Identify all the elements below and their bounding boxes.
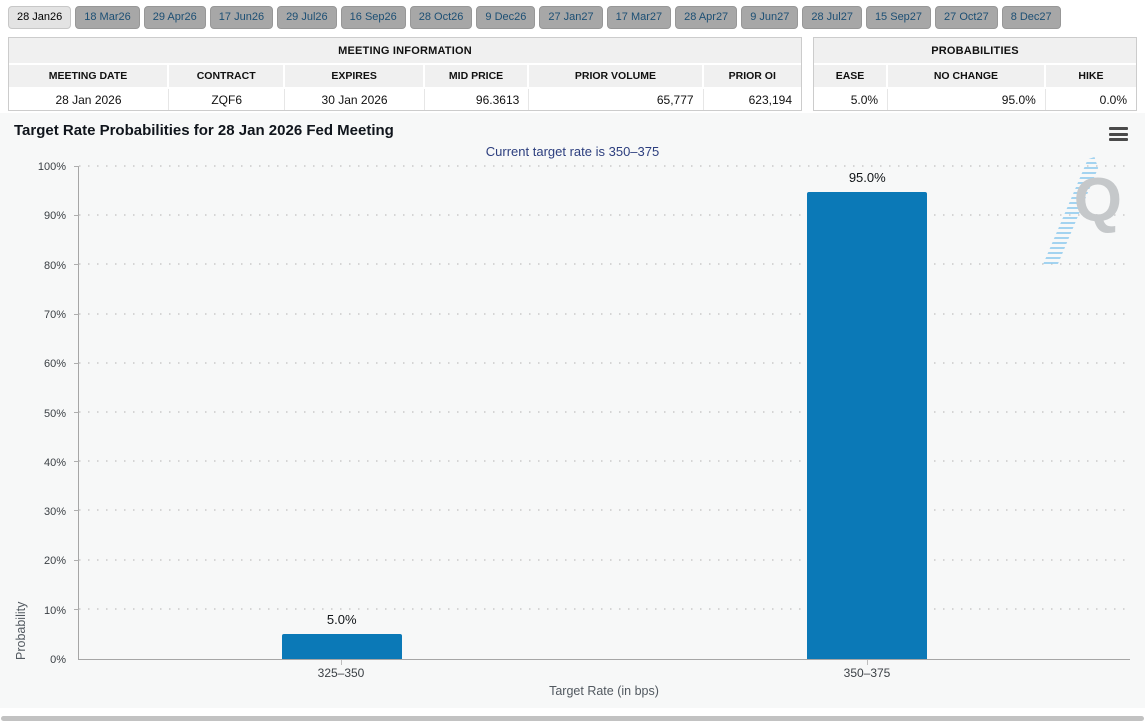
tab-9-dec26[interactable]: 9 Dec26 xyxy=(476,6,536,29)
tab-17-jun26[interactable]: 17 Jun26 xyxy=(209,6,274,29)
y-axis-tick-label: 70% xyxy=(43,308,66,321)
quikstrike-watermark: Q xyxy=(1036,155,1128,267)
watermark-q-logo: Q xyxy=(1073,166,1122,235)
data-cell: 5.0% xyxy=(814,89,889,110)
y-tick-mark xyxy=(74,412,79,413)
y-tick-mark xyxy=(74,166,79,167)
gridline xyxy=(79,411,1130,413)
chart-subtitle: Current target rate is 350–375 xyxy=(485,144,660,159)
y-axis-tick-label: 90% xyxy=(43,210,66,223)
chart-title: Target Rate Probabilities for 28 Jan 202… xyxy=(14,122,394,139)
x-axis-tick-label: 350–375 xyxy=(843,666,891,680)
table-caption: PROBABILITIES xyxy=(814,38,1136,65)
y-axis-tick-label: 20% xyxy=(43,555,66,568)
gridline xyxy=(79,165,1130,167)
gridline xyxy=(79,509,1130,512)
tab-16-sep26[interactable]: 16 Sep26 xyxy=(340,6,406,29)
x-tick-mark xyxy=(867,660,868,665)
tab-27-oct27[interactable]: 27 Oct27 xyxy=(935,6,998,29)
column-header: HIKE xyxy=(1045,65,1136,89)
table-caption: MEETING INFORMATION xyxy=(9,38,801,65)
column-header: PRIOR VOLUME xyxy=(529,65,704,89)
tab-17-mar27[interactable]: 17 Mar27 xyxy=(606,6,672,29)
probability-bar[interactable] xyxy=(807,191,928,659)
y-tick-mark xyxy=(74,559,79,561)
tab-28-jul27[interactable]: 28 Jul27 xyxy=(802,6,862,29)
chart-panel: Target Rate Probabilities for 28 Jan 202… xyxy=(0,113,1145,708)
data-cell: 28 Jan 2026 xyxy=(9,89,169,110)
y-tick-mark xyxy=(74,264,79,266)
gridline xyxy=(79,361,1130,364)
y-axis-tick-label: 100% xyxy=(37,161,66,173)
summary-tables-row: MEETING INFORMATION MEETING DATE CONTRACT E… xyxy=(0,34,1145,111)
y-tick-mark xyxy=(74,215,79,217)
data-cell: 30 Jan 2026 xyxy=(285,89,425,110)
meeting-date-tabbar: 28 Jan26 18 Mar26 29 Apr26 17 Jun26 29 Jul26… xyxy=(0,0,1145,34)
y-tick-mark xyxy=(74,461,79,463)
watermark-stripes-icon xyxy=(1041,157,1099,267)
gridline xyxy=(79,558,1130,561)
tab-28-jan26[interactable]: 28 Jan26 xyxy=(8,6,72,29)
tab-27-jan27[interactable]: 27 Jan27 xyxy=(539,6,603,29)
column-header: CONTRACT xyxy=(168,65,286,89)
data-cell: 623,194 xyxy=(703,89,801,110)
column-header: MID PRICE xyxy=(424,65,530,89)
y-axis-tick-label: 60% xyxy=(43,358,66,371)
tab-15-sep27[interactable]: 15 Sep27 xyxy=(865,6,932,29)
x-axis-ticks: 325–350 350–375 xyxy=(78,660,1130,680)
probability-bar[interactable] xyxy=(281,634,402,659)
gridline xyxy=(79,312,1130,315)
tab-28-oct26[interactable]: 28 Oct26 xyxy=(409,6,473,29)
data-cell: 95.0% xyxy=(888,89,1046,110)
gridline xyxy=(79,607,1130,610)
y-axis-tick-label: 50% xyxy=(43,407,66,420)
y-axis-tick-label: 10% xyxy=(43,604,66,617)
y-axis-labels: 0% 10% 20% 30% 40% 50% 60% 70% 80% 90% 100% xyxy=(0,161,71,666)
y-axis-tick-label: 40% xyxy=(43,456,66,469)
probabilities-table: PROBABILITIES EASE NO CHANGE HIKE 5.0% 95.0% 0… xyxy=(813,37,1137,111)
column-header: NO CHANGE xyxy=(888,65,1046,89)
y-tick-mark xyxy=(74,362,79,364)
x-tick-mark xyxy=(341,660,342,665)
data-cell: 0.0% xyxy=(1045,89,1136,110)
data-cell: 65,777 xyxy=(529,89,704,110)
column-header: MEETING DATE xyxy=(9,65,169,89)
tab-18-mar26[interactable]: 18 Mar26 xyxy=(75,6,140,29)
hamburger-menu-icon[interactable] xyxy=(1109,127,1128,144)
data-cell: 96.3613 xyxy=(424,89,530,110)
gridline xyxy=(79,460,1130,463)
gridline xyxy=(79,263,1130,266)
bottom-divider xyxy=(1,716,1144,721)
y-axis-tick-label: 0% xyxy=(50,654,66,666)
gridline xyxy=(79,214,1130,217)
data-cell: ZQF6 xyxy=(168,89,286,110)
column-header: EXPIRES xyxy=(285,65,425,89)
tab-28-apr27[interactable]: 28 Apr27 xyxy=(675,6,738,29)
x-axis-tick-label: 325–350 xyxy=(317,666,365,680)
bar-value-label: 5.0% xyxy=(326,612,357,628)
column-header: EASE xyxy=(814,65,889,89)
y-tick-mark xyxy=(74,510,79,512)
plot-area: Q 5.0% 95.0% xyxy=(74,157,1130,660)
y-tick-mark xyxy=(74,313,79,315)
tab-9-jun27[interactable]: 9 Jun27 xyxy=(741,6,799,29)
bar-value-label: 95.0% xyxy=(848,169,886,185)
plot-wrap: Probability 0% 10% 20% 30% 40% 50% 60% 70% 80% 90… xyxy=(14,157,1130,704)
tab-29-jul26[interactable]: 29 Jul26 xyxy=(277,6,337,29)
y-axis-tick-label: 30% xyxy=(43,506,66,519)
tab-29-apr26[interactable]: 29 Apr26 xyxy=(143,6,206,29)
y-tick-mark xyxy=(74,608,79,610)
column-header: PRIOR OI xyxy=(703,65,801,89)
meeting-information-table: MEETING INFORMATION MEETING DATE CONTRACT E… xyxy=(8,37,802,111)
tab-8-dec27[interactable]: 8 Dec27 xyxy=(1001,6,1061,29)
x-axis-title: Target Rate (in bps) xyxy=(549,684,659,698)
y-axis-tick-label: 80% xyxy=(43,259,66,272)
